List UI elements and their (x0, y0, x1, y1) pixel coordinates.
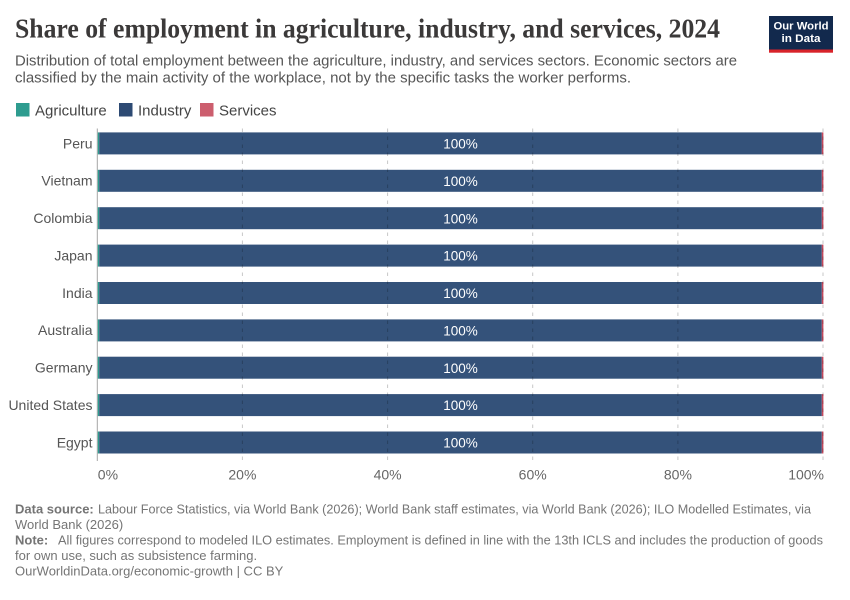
svg-text:Distribution of total employme: Distribution of total employment between… (15, 53, 737, 69)
svg-text:Colombia: Colombia (33, 210, 92, 226)
svg-text:Labour Force Statistics, via W: Labour Force Statistics, via World Bank … (98, 501, 812, 516)
svg-text:0%: 0% (98, 467, 118, 483)
svg-text:for own use, such as subsisten: for own use, such as subsistence farming… (15, 548, 257, 563)
svg-text:Agriculture: Agriculture (35, 103, 107, 120)
svg-text:100%: 100% (788, 467, 824, 483)
svg-text:classified by the main activit: classified by the main activity of the w… (15, 70, 631, 86)
svg-text:20%: 20% (228, 467, 256, 483)
svg-text:Australia: Australia (38, 322, 93, 338)
svg-text:100%: 100% (443, 137, 478, 152)
svg-text:World Bank (2026): World Bank (2026) (15, 517, 123, 532)
svg-text:Industry: Industry (138, 103, 192, 120)
svg-text:Services: Services (219, 103, 277, 120)
svg-text:100%: 100% (443, 211, 478, 226)
svg-text:in Data: in Data (782, 33, 822, 45)
svg-text:60%: 60% (519, 467, 547, 483)
svg-text:Data source:: Data source: (15, 501, 94, 516)
svg-text:Our World: Our World (774, 21, 829, 33)
svg-text:100%: 100% (443, 398, 478, 413)
svg-text:Note:: Note: (15, 533, 48, 548)
svg-text:All figures correspond to mode: All figures correspond to modeled ILO es… (58, 533, 823, 548)
svg-text:100%: 100% (443, 249, 478, 264)
svg-text:India: India (62, 285, 93, 301)
svg-text:100%: 100% (443, 174, 478, 189)
svg-text:Egypt: Egypt (57, 434, 93, 450)
svg-text:OurWorldinData.org/economic-gr: OurWorldinData.org/economic-growth | CC … (15, 564, 284, 579)
svg-text:100%: 100% (443, 324, 478, 339)
svg-text:40%: 40% (374, 467, 402, 483)
svg-text:Japan: Japan (54, 248, 92, 264)
svg-text:100%: 100% (443, 286, 478, 301)
svg-text:Germany: Germany (35, 360, 93, 376)
svg-text:100%: 100% (443, 436, 478, 451)
svg-text:100%: 100% (443, 361, 478, 376)
svg-text:Vietnam: Vietnam (41, 173, 92, 189)
svg-text:Peru: Peru (63, 135, 93, 151)
svg-text:80%: 80% (664, 467, 692, 483)
svg-text:United States: United States (8, 397, 92, 413)
svg-text:Share of employment in agricul: Share of employment in agriculture, indu… (15, 14, 720, 44)
